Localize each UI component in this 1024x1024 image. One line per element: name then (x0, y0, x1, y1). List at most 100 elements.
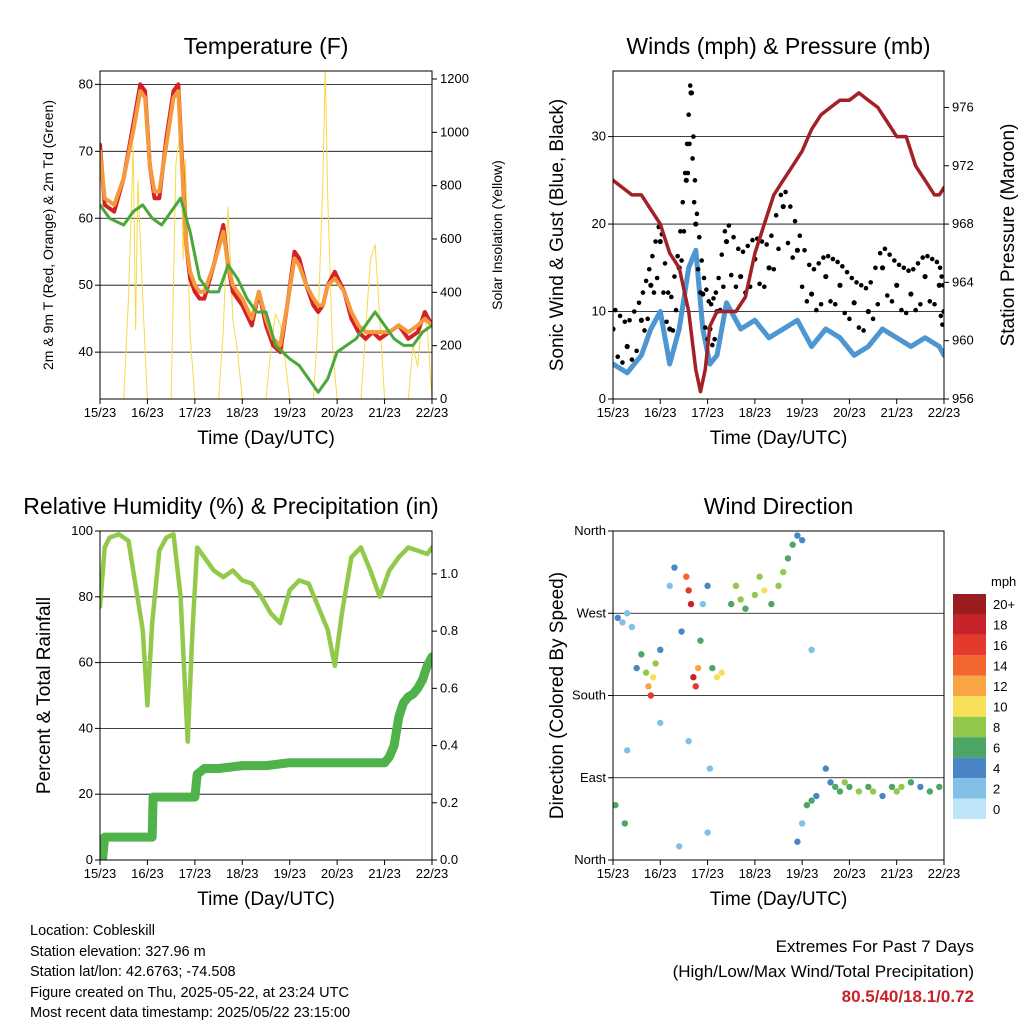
direction-point (713, 674, 721, 681)
direction-point (780, 568, 787, 576)
direction-point (898, 783, 905, 791)
gust-point (672, 274, 677, 279)
extremes-box: Extremes For Past 7 Days (High/Low/Max W… (673, 934, 974, 1009)
direction-point (907, 779, 915, 786)
colorbar-label: 12 (993, 679, 1007, 694)
direction-point (652, 660, 659, 667)
gust-point (678, 229, 683, 234)
station-location: Location: Cobleskill (30, 923, 155, 939)
gust-point (870, 316, 876, 322)
gust-point (728, 272, 734, 278)
gust-point (691, 199, 697, 205)
direction-point (718, 669, 725, 676)
gust-point (863, 285, 869, 291)
gust-point (702, 325, 708, 330)
gust-point (899, 307, 904, 313)
gust-point (695, 266, 701, 272)
colorbar-swatch (953, 737, 986, 758)
gust-point (731, 234, 736, 240)
y2-tick-label: 0.0 (440, 852, 458, 867)
y-tick-label: 30 (592, 129, 606, 144)
chart-panel-4: Wind DirectionNorthEastSouthWestNorth15/… (547, 493, 1016, 910)
colorbar-label: 20+ (993, 597, 1015, 612)
gust-point (844, 269, 850, 275)
gust-point (750, 237, 755, 243)
gust-point (764, 242, 769, 247)
direction-point (756, 573, 763, 580)
colorbar-label: 0 (993, 802, 1000, 817)
gust-point (721, 284, 726, 290)
x-tick-label: 15/23 (597, 866, 630, 881)
direction-point (697, 637, 704, 644)
gust-point (691, 134, 696, 139)
chart-panel-1: Temperature (F)4050607080020040060080010… (40, 33, 505, 449)
gust-point (794, 247, 801, 253)
plot-area (613, 83, 944, 394)
gust-point (938, 313, 944, 319)
gust-point (915, 261, 921, 266)
gust-point (711, 296, 716, 301)
y-tick-label: 20 (79, 786, 93, 801)
direction-point (936, 783, 943, 791)
gust-point (687, 83, 693, 88)
gust-point (818, 301, 824, 307)
gust-point (875, 301, 881, 307)
y-axis-title: Direction (Colored By Speed) (547, 572, 568, 819)
y2-tick-label: 0.8 (440, 623, 458, 638)
direction-point (798, 536, 806, 544)
gust-point (939, 274, 944, 279)
gust-point (858, 282, 864, 288)
direction-point (798, 820, 806, 827)
y2-tick-label: 0.6 (440, 680, 458, 695)
direction-point (784, 555, 792, 562)
series-line-2 (100, 89, 432, 348)
y2-tick-label: 976 (952, 99, 974, 114)
direction-point (666, 582, 673, 590)
gust-point (906, 268, 911, 274)
gust-point (830, 256, 836, 262)
y2-tick-label: 400 (440, 284, 462, 299)
direction-point (706, 765, 714, 772)
colorbar-swatch (953, 696, 986, 717)
gust-point (613, 326, 616, 332)
gust-point (634, 348, 639, 354)
y2-tick-label: 200 (440, 338, 462, 353)
x-tick-label: 16/23 (131, 405, 164, 420)
y-tick-label: 100 (71, 523, 93, 538)
gust-point (673, 307, 679, 313)
direction-point (893, 788, 900, 795)
direction-point (694, 664, 702, 672)
gust-point (689, 90, 695, 96)
direction-point (808, 797, 815, 804)
direction-point (832, 783, 839, 791)
x-tick-label: 17/23 (691, 866, 724, 881)
gust-point (719, 252, 725, 257)
direction-point (836, 788, 844, 795)
x-tick-label: 21/23 (368, 405, 401, 420)
gust-point (736, 246, 741, 252)
x-tick-label: 18/23 (226, 405, 259, 420)
direction-point (676, 843, 683, 850)
gust-point (932, 301, 937, 307)
direction-point (768, 600, 775, 608)
colorbar-label: 2 (993, 781, 1000, 796)
x-tick-label: 15/23 (84, 866, 117, 881)
y2-tick-label: 960 (952, 333, 974, 348)
direction-point (808, 646, 815, 654)
gust-point (640, 290, 646, 295)
station-elevation: Station elevation: 327.96 m (30, 943, 206, 960)
gust-point (722, 229, 728, 234)
gust-point (837, 282, 843, 288)
x-tick-label: 20/23 (833, 866, 866, 881)
x-tick-label: 22/23 (928, 405, 961, 420)
direction-point (888, 783, 896, 791)
gust-point (624, 343, 630, 350)
plot-area (613, 532, 943, 850)
y-tick-label: East (580, 770, 606, 785)
colorbar-label: 4 (993, 761, 1000, 776)
direction-point (742, 605, 749, 612)
gust-point (696, 234, 702, 240)
x-axis-title: Time (Day/UTC) (197, 428, 335, 449)
gust-point (884, 293, 890, 298)
y-tick-label: 50 (79, 277, 93, 292)
